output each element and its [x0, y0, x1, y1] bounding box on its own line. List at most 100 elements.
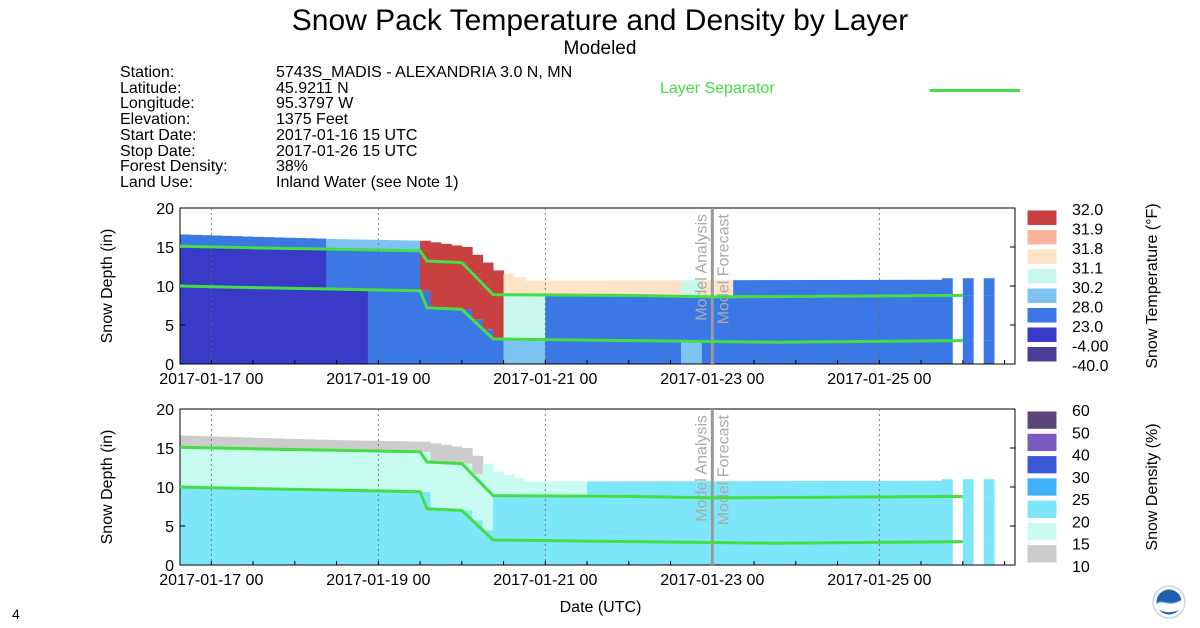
- chart-subtitle: Modeled: [563, 38, 637, 59]
- layer-cell: [357, 450, 369, 491]
- layer-cell: [190, 246, 202, 287]
- colorbar-swatch: [1026, 410, 1058, 430]
- x-tick-label: 2017-01-17 00: [159, 572, 263, 589]
- page-number: 4: [12, 606, 20, 622]
- layer-cell: [587, 280, 598, 296]
- layer-cell: [848, 480, 859, 498]
- layer-cell: [858, 341, 870, 364]
- layer-cell: [566, 339, 578, 364]
- layer-cell: [534, 280, 546, 295]
- layer-cell: [889, 295, 901, 342]
- meta-value: 95.3797 W: [276, 95, 354, 112]
- layer-cell: [200, 447, 212, 488]
- layer-cell: [733, 296, 745, 342]
- layer-cell: [681, 542, 692, 565]
- meta-value: 2017-01-26 15 UTC: [276, 143, 418, 160]
- layer-cell: [712, 296, 724, 342]
- layer-cell: [879, 496, 891, 543]
- layer-cell: [879, 295, 891, 342]
- layer-cell: [795, 341, 807, 364]
- layer-separator-lower: [179, 485, 963, 545]
- layer-cell: [733, 497, 745, 543]
- meta-key: Station:: [120, 64, 175, 81]
- layer-cell: [649, 340, 661, 364]
- layer-cell: [983, 541, 995, 565]
- meta-key: Latitude:: [120, 80, 182, 97]
- layer-cell: [868, 496, 880, 543]
- layer-cell: [660, 481, 671, 497]
- layer-cell: [962, 340, 974, 364]
- layer-cell: [660, 295, 671, 341]
- layer-cell: [649, 481, 661, 497]
- layer-cell: [420, 491, 431, 565]
- layer-cell: [660, 496, 671, 542]
- layer-cell: [211, 235, 223, 247]
- colorbar: 10 15 20 25 30 40 50 60: [1026, 403, 1090, 576]
- layer-cell: [514, 339, 525, 364]
- layer-cell: [305, 248, 317, 289]
- layer-cell: [691, 481, 703, 498]
- layer-cell: [670, 280, 682, 297]
- layer-cell: [701, 481, 713, 498]
- layer-cell: [712, 280, 724, 297]
- layer-cell: [848, 279, 859, 297]
- x-tick-label: 2017-01-17 00: [159, 371, 263, 388]
- layer-cell: [263, 247, 275, 288]
- layer-cell: [691, 497, 703, 543]
- chart-panel-density: 0 5 10 15 20 2017-01-17 00 2017-01-19 00 2017-0…: [99, 402, 1161, 616]
- layer-cell: [941, 295, 953, 341]
- layer-cell: [618, 496, 630, 542]
- layer-cell: [503, 294, 515, 340]
- layer-cell: [472, 319, 484, 364]
- layer-cell: [315, 489, 327, 565]
- layer-cell: [785, 481, 797, 498]
- layer-cell: [722, 542, 734, 565]
- layer-cell: [451, 463, 463, 510]
- layer-cell: [367, 490, 379, 565]
- layer-cell: [534, 495, 546, 541]
- layer-cell: [461, 463, 473, 511]
- layer-cell: [681, 280, 692, 297]
- layer-cell: [649, 541, 661, 565]
- colorbar-tick-label: 30.2: [1072, 280, 1103, 297]
- colorbar-swatch: [1026, 455, 1058, 475]
- layer-separator-upper: [179, 445, 963, 500]
- y-tick-label: 0: [165, 357, 174, 374]
- layer-cell: [263, 448, 275, 489]
- colorbar-swatch: [1026, 229, 1058, 246]
- layer-cell: [347, 450, 358, 491]
- layer-cell: [545, 294, 557, 340]
- layer-cell: [691, 341, 703, 364]
- layer-cell: [305, 238, 317, 249]
- meta-key: Elevation:: [120, 111, 191, 128]
- layer-cell: [420, 250, 431, 291]
- layer-cell: [472, 455, 484, 475]
- layer-cell: [284, 438, 296, 450]
- layer-cell: [879, 480, 891, 497]
- layer-cell: [816, 497, 828, 543]
- layer-cell: [660, 280, 671, 296]
- layer-cell: [712, 341, 724, 364]
- colorbar-tick-label: 10: [1072, 559, 1090, 576]
- layer-cell: [764, 497, 776, 544]
- layer-separator-upper: [179, 244, 963, 299]
- layer-cell: [795, 481, 807, 498]
- layer-cell: [221, 247, 233, 287]
- colorbar-swatch: [1026, 346, 1058, 363]
- layer-cell: [503, 273, 515, 295]
- layer-cell: [211, 246, 223, 287]
- layer-cell: [545, 339, 557, 364]
- layer-cell: [336, 249, 348, 290]
- layer-cell: [503, 474, 515, 496]
- layer-cell: [806, 481, 818, 498]
- layer-cell: [190, 447, 202, 488]
- layer-cell: [639, 280, 651, 296]
- layer-cell: [472, 254, 484, 274]
- layer-cell: [900, 542, 912, 565]
- layer-cell: [618, 340, 630, 364]
- layer-cell: [566, 540, 578, 565]
- layer-cell: [545, 481, 557, 496]
- meta-key: Forest Density:: [120, 158, 228, 175]
- model-forecast-annotation: Model Forecast: [715, 414, 732, 525]
- layer-cell: [806, 542, 818, 565]
